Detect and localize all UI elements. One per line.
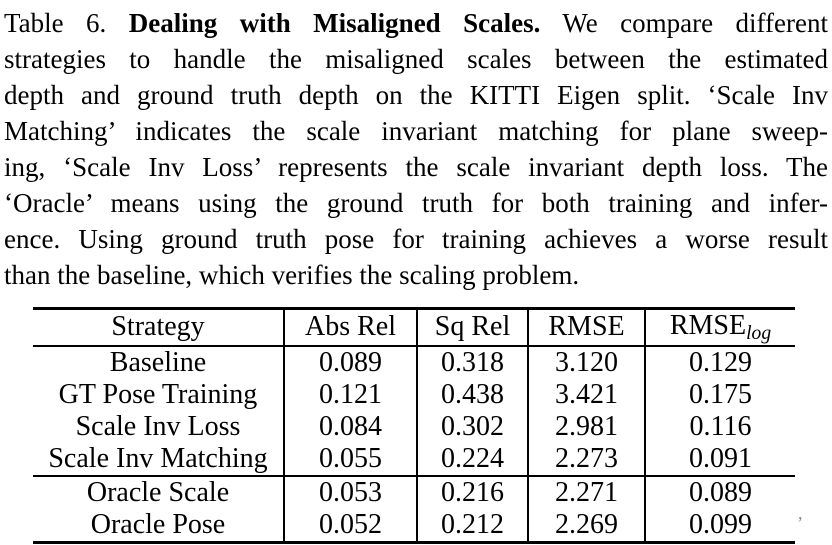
- cell-rmse: 2.981: [528, 410, 646, 443]
- header-rmse-log: RMSElog: [645, 309, 795, 346]
- table-row-gt-pose-training: GT Pose Training 0.121 0.438 3.421 0.175: [33, 378, 795, 411]
- header-strategy: Strategy: [33, 308, 285, 346]
- caption-title-bold: Dealing with Misaligned Scales.: [128, 8, 541, 38]
- table-caption: Table 6. Dealing with Misaligned Scales.…: [4, 5, 828, 293]
- cell-strategy: Scale Inv Loss: [33, 410, 285, 443]
- caption-line-4: Matching’ indicates the scale invariant …: [4, 116, 828, 146]
- cell-sq-rel: 0.224: [417, 442, 529, 476]
- cell-strategy: Oracle Pose: [33, 508, 285, 543]
- cell-strategy: Scale Inv Matching: [33, 442, 285, 476]
- cell-abs-rel: 0.053: [284, 475, 418, 509]
- table-row-scale-inv-matching: Scale Inv Matching 0.055 0.224 2.273 0.0…: [33, 442, 795, 476]
- table-row-oracle-scale: Oracle Scale 0.053 0.216 2.271 0.089: [33, 475, 795, 509]
- cell-sq-rel: 0.216: [417, 475, 529, 509]
- caption-line-7: ence. Using ground truth pose for traini…: [4, 224, 828, 254]
- cell-strategy: Baseline: [33, 345, 285, 379]
- caption-line-1-rest: We compare different: [540, 8, 829, 38]
- cell-rmse: 2.269: [528, 508, 646, 543]
- cell-abs-rel: 0.055: [284, 442, 418, 476]
- header-sq-rel: Sq Rel: [417, 308, 529, 346]
- cell-strategy: GT Pose Training: [33, 378, 285, 411]
- cell-rmse: 2.271: [528, 475, 646, 509]
- cell-abs-rel: 0.121: [284, 378, 418, 411]
- cell-rmse: 2.273: [528, 442, 646, 476]
- cell-rmse: 3.421: [528, 378, 646, 411]
- stray-comma-mark: ,: [798, 503, 803, 523]
- table-row-oracle-pose: Oracle Pose 0.052 0.212 2.269 0.099: [33, 508, 795, 543]
- cell-sq-rel: 0.212: [417, 508, 529, 543]
- table-row-baseline: Baseline 0.089 0.318 3.120 0.129: [33, 345, 795, 379]
- cell-rmse: 3.120: [528, 345, 646, 379]
- rmse-log-subscript: log: [746, 322, 772, 344]
- cell-rmse-log: 0.129: [689, 346, 752, 378]
- cell-sq-rel: 0.302: [417, 410, 529, 443]
- cell-sq-rel: 0.318: [417, 345, 529, 379]
- caption-line-5: ing, ‘Scale Inv Loss’ represents the sca…: [4, 152, 828, 182]
- caption-line-1: Table 6. Dealing with Misaligned Scales.…: [4, 5, 828, 41]
- cell-abs-rel: 0.089: [284, 345, 418, 379]
- caption-line-6: ‘Oracle’ means using the ground truth fo…: [4, 188, 828, 218]
- header-row: Strategy Abs Rel Sq Rel RMSE RMSElog: [33, 308, 795, 346]
- caption-line-3: depth and ground truth depth on the KITT…: [4, 80, 828, 110]
- cell-rmse-log: 0.116: [689, 410, 752, 442]
- cell-abs-rel: 0.084: [284, 410, 418, 443]
- results-table: Strategy Abs Rel Sq Rel RMSE RMSElog Bas…: [33, 307, 795, 544]
- cell-strategy: Oracle Scale: [33, 475, 285, 509]
- header-rmse: RMSE: [528, 308, 646, 346]
- table-row-scale-inv-loss: Scale Inv Loss 0.084 0.302 2.981 0.116: [33, 410, 795, 443]
- caption-table-number: Table 6.: [4, 8, 129, 38]
- cell-sq-rel: 0.438: [417, 378, 529, 411]
- caption-line-8: than the baseline, which verifies the sc…: [4, 260, 580, 290]
- cell-abs-rel: 0.052: [284, 508, 418, 543]
- header-abs-rel: Abs Rel: [284, 308, 418, 346]
- cell-rmse-log: 0.175: [689, 378, 752, 410]
- rmse-log-base: RMSE: [669, 310, 747, 341]
- cell-rmse-log: 0.089: [689, 476, 752, 508]
- caption-line-2: strategies to handle the misaligned scal…: [4, 44, 828, 74]
- cell-rmse-log: 0.099: [689, 508, 752, 540]
- cell-rmse-log: 0.091: [689, 442, 752, 474]
